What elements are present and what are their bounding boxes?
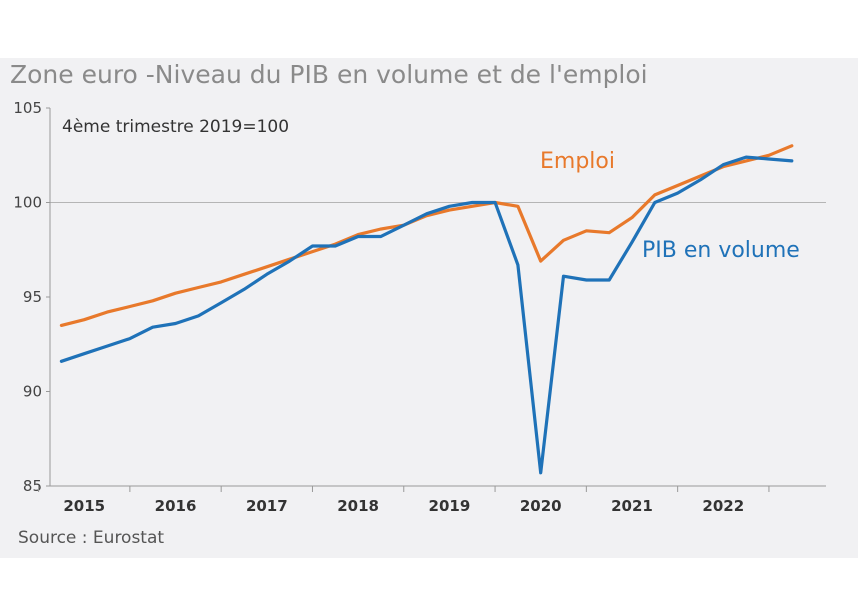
axes: 85 90 95 100 105 2015 2016 2017 2018 2019 2020 2021… [13,99,826,515]
y-tick-label: 85 [23,477,42,495]
series-line-pib [59,155,794,475]
chart-title: Zone euro -Niveau du PIB en volume et de… [10,60,648,89]
x-tick-label: 2016 [155,497,197,515]
chart-subtitle: 4ème trimestre 2019=100 [62,117,289,137]
chart-panel [0,58,858,558]
x-tick-label: 2022 [702,497,744,515]
series-lines [59,144,794,475]
x-tick-label: 2021 [611,497,653,515]
x-tick-label: 2017 [246,497,288,515]
y-tick-label: 105 [13,99,42,117]
x-tick-label: 2015 [63,497,105,515]
chart-source: Source : Eurostat [18,528,165,548]
x-tick-label: 2018 [337,497,379,515]
y-tick-label: 100 [13,194,42,212]
series-label-emploi: Emploi [540,149,615,174]
x-tick-label: 2019 [429,497,471,515]
y-tick-label: 95 [23,288,42,306]
series-line-emploi [59,144,794,327]
series-label-pib: PIB en volume [642,238,800,263]
y-tick-label: 90 [23,383,42,401]
x-tick-label: 2020 [520,497,562,515]
